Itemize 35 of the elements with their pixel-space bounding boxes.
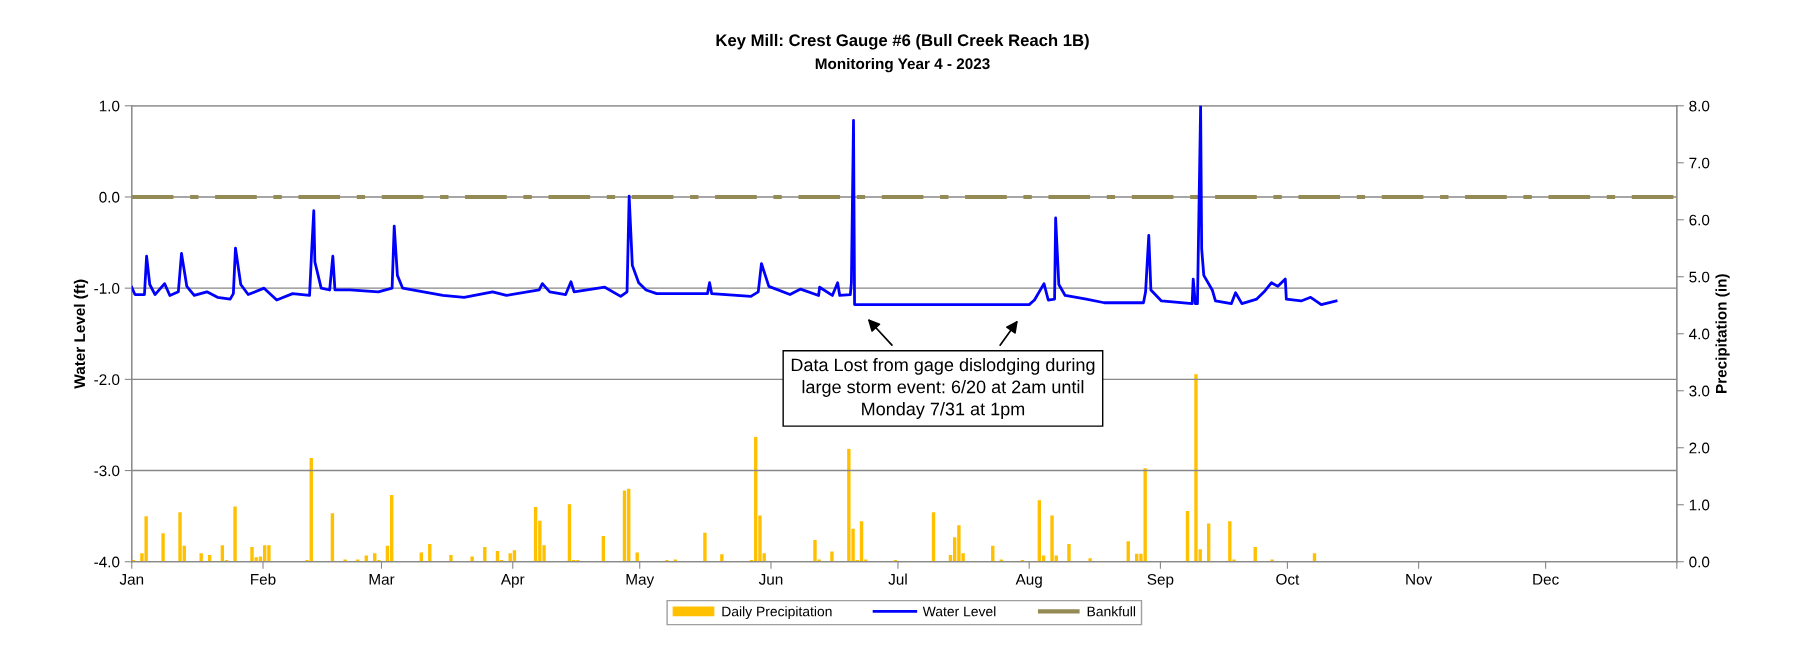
x-tick-label: Sep bbox=[1147, 573, 1174, 588]
y2-tick-label: 5.0 bbox=[1689, 271, 1710, 283]
annotation: Data Lost from gage dislodging during large storm event: 6/20 at 2am until Monday 7/31 at 1pm bbox=[791, 357, 1095, 419]
x-tick-label: Nov bbox=[1406, 574, 1433, 585]
y2-tick-label: 0.0 bbox=[1689, 556, 1710, 568]
x-tick-label: May bbox=[626, 574, 655, 588]
y2-tick-label: 4.0 bbox=[1689, 328, 1710, 340]
y-tick-label: 1.0 bbox=[99, 100, 120, 112]
chart-title: Key Mill: Crest Gauge #6 (Bull Creek Reach 1B) bbox=[716, 33, 1089, 50]
y2-tick-label: 8.0 bbox=[1689, 100, 1710, 112]
y-tick-label: 0.0 bbox=[99, 191, 120, 203]
y-tick-label: -4.0 bbox=[94, 556, 120, 568]
y-axis-title: Water Level (ft) bbox=[73, 279, 89, 389]
y-tick-label: -3.0 bbox=[94, 465, 120, 477]
chart-subtitle: Monitoring Year 4 - 2023 bbox=[815, 57, 990, 73]
x-tick-label: Jan bbox=[119, 574, 144, 585]
y2-axis-title: Precipitation (in) bbox=[1715, 274, 1730, 393]
x-tick-label: Apr bbox=[500, 574, 525, 588]
legend-label: Water Level bbox=[922, 606, 996, 617]
y2-tick-label: 6.0 bbox=[1689, 214, 1710, 226]
y-tick-label: -1.0 bbox=[94, 283, 120, 294]
x-tick-label: Mar bbox=[369, 574, 395, 585]
y2-tick-label: 7.0 bbox=[1689, 157, 1710, 169]
x-tick-label: Oct bbox=[1276, 573, 1300, 585]
y2-tick-label: 3.0 bbox=[1689, 385, 1710, 397]
legend-label: Daily Precipitation bbox=[722, 606, 832, 620]
y-tick-label: -2.0 bbox=[94, 374, 120, 386]
y2-tick-label: 2.0 bbox=[1689, 442, 1710, 454]
x-tick-label: Dec bbox=[1533, 574, 1559, 585]
x-tick-label: Jun bbox=[758, 574, 783, 585]
x-tick-label: Aug bbox=[1015, 574, 1042, 588]
x-tick-label: Jul bbox=[888, 573, 907, 585]
x-tick-label: Feb bbox=[251, 573, 276, 585]
y2-tick-label: 1.0 bbox=[1689, 499, 1710, 511]
legend-label: Bankfull bbox=[1087, 606, 1136, 617]
